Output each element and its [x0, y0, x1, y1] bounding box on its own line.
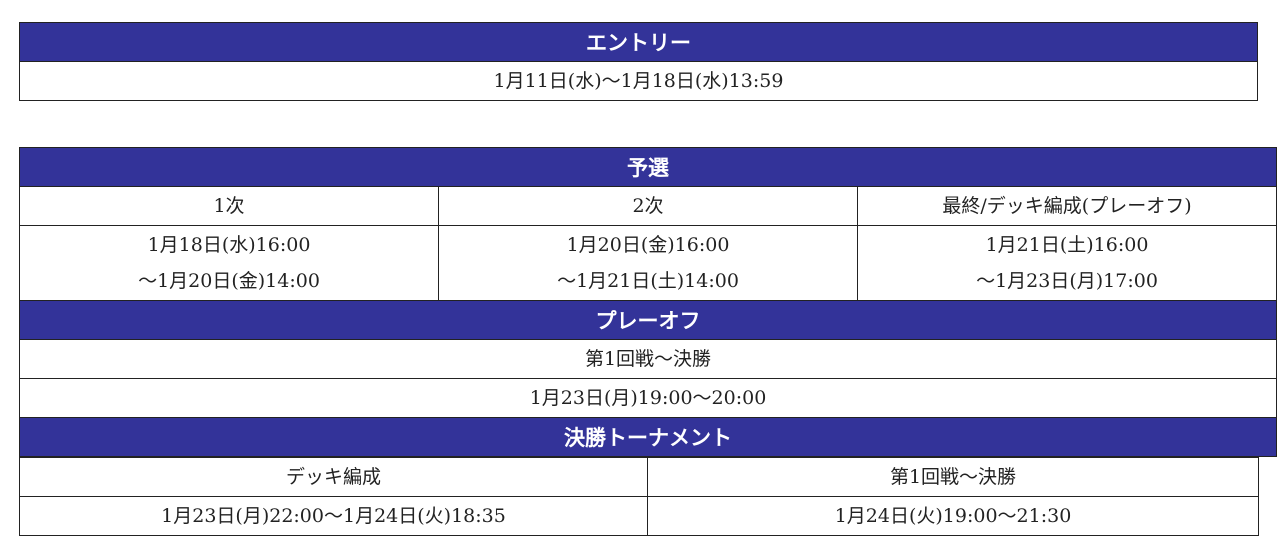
- deck-build-period: 1月23日(月)22:00〜1月24日(火)18:35: [19, 496, 648, 536]
- final-table: デッキ編成 第1回戦〜決勝 1月23日(月)22:00〜1月24日(火)18:3…: [19, 457, 1259, 536]
- deck-build-label: デッキ編成: [19, 457, 648, 497]
- entry-period: 1月11日(水)〜1月18日(水)13:59: [19, 61, 1258, 101]
- final-header: 決勝トーナメント: [18, 417, 1278, 457]
- round-1-start: 1月18日(水)16:00: [147, 234, 311, 256]
- round-final-end: 〜1月23日(月)17:00: [976, 270, 1158, 292]
- round-final-period: 1月21日(土)16:00 〜1月23日(月)17:00: [856, 225, 1278, 301]
- entry-header: エントリー: [19, 22, 1258, 62]
- round-final-label: 最終/デッキ編成(プレーオフ): [856, 186, 1278, 226]
- playoff-label: 第1回戦〜決勝: [18, 339, 1278, 379]
- round-2-period: 1月20日(金)16:00 〜1月21日(土)14:00: [438, 225, 858, 301]
- entry-table: エントリー 1月11日(水)〜1月18日(水)13:59: [19, 22, 1258, 101]
- schedule-table: 予選 1次 2次 最終/デッキ編成(プレーオフ) 1月18日(水)16:00 〜1…: [18, 147, 1278, 457]
- round-2-start: 1月20日(金)16:00: [566, 234, 730, 256]
- round-1-label: 1次: [19, 186, 439, 226]
- final-rounds-period: 1月24日(火)19:00〜21:30: [647, 496, 1259, 536]
- round-2-end: 〜1月21日(土)14:00: [557, 270, 739, 292]
- qualifiers-header: 予選: [18, 147, 1278, 187]
- final-rounds-label: 第1回戦〜決勝: [647, 457, 1259, 497]
- round-1-period: 1月18日(水)16:00 〜1月20日(金)14:00: [19, 225, 439, 301]
- round-final-start: 1月21日(土)16:00: [985, 234, 1149, 256]
- playoff-period: 1月23日(月)19:00〜20:00: [18, 378, 1278, 418]
- round-2-label: 2次: [438, 186, 858, 226]
- round-1-end: 〜1月20日(金)14:00: [138, 270, 320, 292]
- playoff-header: プレーオフ: [18, 300, 1278, 340]
